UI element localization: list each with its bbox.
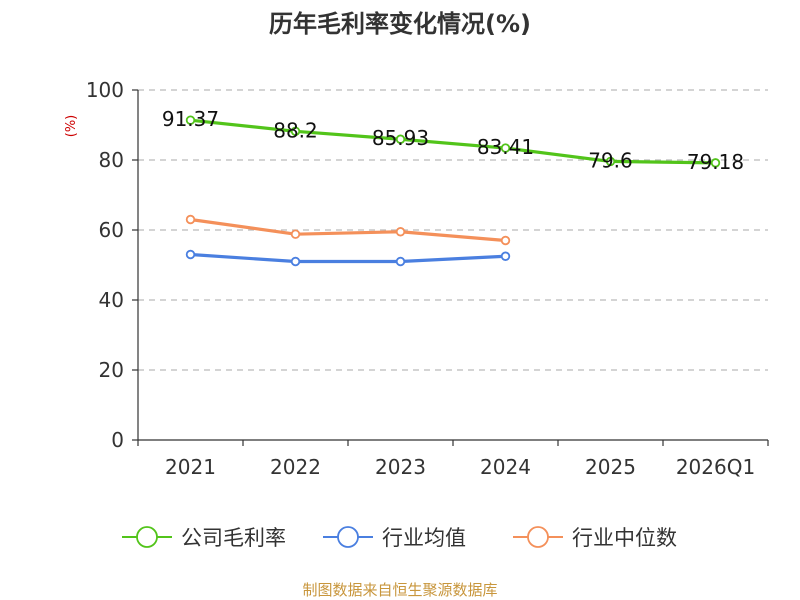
x-tick-label-2023: 2023 <box>375 455 426 479</box>
legend-marker <box>337 526 359 548</box>
series-1-point[interactable] <box>185 249 196 260</box>
data-label: 79.18 <box>687 150 744 174</box>
data-label: 88.2 <box>273 118 318 142</box>
series-line-1 <box>188 252 508 264</box>
data-label: 85.93 <box>372 126 429 150</box>
y-tick-label: 40 <box>99 288 124 312</box>
data-labels: 91.37 88.2 85.93 83.41 79.6 79.18 <box>162 107 744 174</box>
series-2-point[interactable] <box>185 214 196 225</box>
series-2-point[interactable] <box>500 235 511 246</box>
legend-label: 行业中位数 <box>572 526 677 550</box>
series-2-point[interactable] <box>290 229 301 239</box>
x-tick-label-2024: 2024 <box>480 455 531 479</box>
series-1-point[interactable] <box>395 256 406 267</box>
series-0-point[interactable] <box>605 156 616 167</box>
legend-item-0[interactable]: 公司毛利率 <box>122 526 286 550</box>
y-tick-label: 0 <box>111 428 124 452</box>
legend-label: 行业均值 <box>382 526 466 550</box>
y-tick-label: 20 <box>99 358 124 382</box>
series-0-point[interactable] <box>710 158 721 168</box>
series-0-point[interactable] <box>500 143 511 153</box>
y-tick-label: 60 <box>99 218 124 242</box>
source-note: 制图数据来自恒生聚源数据库 <box>302 581 497 599</box>
legend-item-1[interactable]: 行业均值 <box>323 526 466 550</box>
series-line-2 <box>188 217 508 243</box>
series-0-point[interactable] <box>395 134 406 144</box>
legend-marker <box>136 526 158 548</box>
legend-label: 公司毛利率 <box>181 526 286 550</box>
axes: 0 20 40 60 80 100 2021 2022 2023 2024 2025 2026Q1 <box>86 78 769 479</box>
chart-title: 历年毛利率变化情况(%) <box>269 10 531 38</box>
x-tick-label-2022: 2022 <box>270 455 321 479</box>
series-0-point[interactable] <box>290 126 301 136</box>
series <box>185 115 721 267</box>
x-tick-label-2021: 2021 <box>165 455 216 479</box>
series-1-point[interactable] <box>500 251 511 261</box>
y-tick-label: 80 <box>99 148 124 172</box>
y-axis-label: (%) <box>64 115 79 138</box>
legend-marker <box>527 526 549 548</box>
grid <box>138 89 768 371</box>
data-label: 79.6 <box>588 148 633 172</box>
y-tick-label: 100 <box>86 78 124 102</box>
series-2-point[interactable] <box>395 227 406 237</box>
data-label: 83.41 <box>477 135 534 159</box>
legend[interactable]: 公司毛利率 行业均值 行业中位数 <box>122 526 677 550</box>
x-tick-label-2025: 2025 <box>585 455 636 479</box>
series-1-point[interactable] <box>290 256 301 267</box>
legend-item-2[interactable]: 行业中位数 <box>513 526 677 550</box>
data-label: 91.37 <box>162 107 219 131</box>
series-line-0 <box>188 118 718 165</box>
series-0-point[interactable] <box>185 115 196 125</box>
x-tick-label-2026Q1: 2026Q1 <box>676 455 755 479</box>
